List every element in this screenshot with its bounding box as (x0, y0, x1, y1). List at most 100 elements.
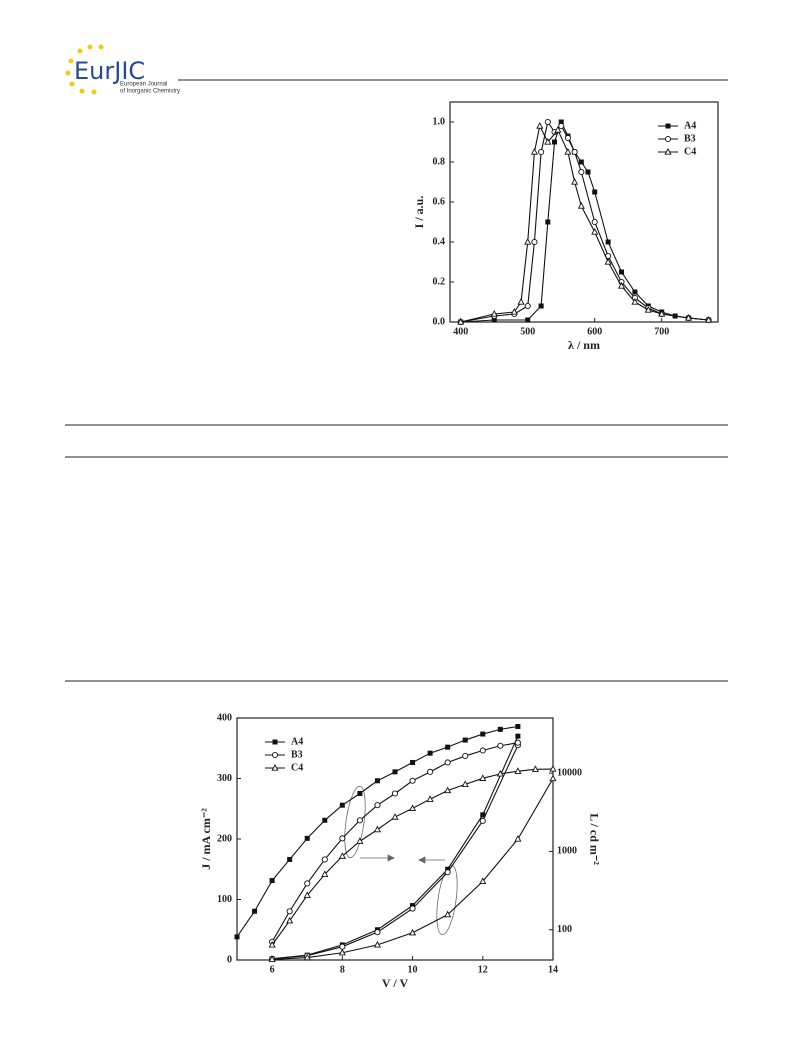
marker (510, 308, 518, 315)
x-tick-label: 600 (587, 326, 602, 337)
marker (410, 759, 416, 765)
marker (577, 202, 585, 209)
marker (426, 795, 434, 802)
marker (632, 289, 638, 295)
y-tick-label: 1.0 (433, 116, 446, 127)
marker (480, 731, 486, 737)
marker (444, 759, 451, 766)
y-tick-label: 100 (217, 894, 232, 905)
marker (514, 767, 522, 774)
logo-subtitle: European Journal (120, 82, 167, 88)
marker (524, 238, 532, 245)
legend-marker (271, 764, 279, 771)
marker (605, 239, 611, 245)
y-tick-label: 0.2 (433, 276, 446, 287)
series-line (272, 744, 519, 960)
series-line (272, 735, 519, 960)
legend-marker (271, 751, 279, 759)
marker (339, 802, 345, 808)
marker (322, 817, 328, 823)
marker (530, 148, 538, 155)
marker (619, 269, 625, 275)
marker (409, 928, 417, 936)
x-tick-label: 10 (408, 964, 418, 975)
marker (524, 302, 531, 310)
marker (549, 774, 557, 782)
y-tick-label: 0.4 (433, 236, 446, 247)
annotations (344, 785, 458, 936)
marker (338, 852, 346, 859)
legend-marker (272, 739, 278, 745)
marker (392, 769, 398, 775)
marker (268, 940, 276, 948)
marker (514, 835, 522, 842)
y-tick-label: 0 (227, 954, 232, 965)
chart: 400 500 600 700 0.0 0.2 0.4 0.6 0.8 1.0 λ / nm I / … (412, 101, 719, 352)
marker (286, 908, 293, 915)
marker (558, 122, 565, 130)
series-line (460, 124, 709, 323)
marker (554, 126, 562, 133)
marker (538, 148, 545, 156)
marker (538, 303, 544, 309)
logo: EurJIC European Journal of Inorganic Che… (65, 44, 180, 95)
marker (339, 943, 346, 950)
legend-label: B3 (291, 749, 303, 760)
marker (536, 122, 544, 129)
marker (252, 908, 258, 914)
marker (286, 916, 294, 924)
marker (644, 306, 652, 313)
marker (391, 790, 399, 797)
y2-axis-label: L / cd m⁻² (587, 813, 601, 865)
y2-tick-label: 100 (557, 924, 572, 935)
legend-label: A4 (684, 120, 696, 131)
marker (303, 953, 311, 961)
marker (303, 891, 311, 898)
marker (374, 929, 381, 936)
marker (304, 880, 311, 887)
marker (269, 878, 275, 884)
marker (409, 905, 416, 912)
marker (479, 774, 487, 781)
arrow-head (418, 856, 426, 864)
y2-tick-label: 1000 (557, 846, 577, 857)
marker (496, 769, 504, 777)
marker (515, 733, 521, 739)
marker (552, 139, 558, 145)
y-tick-label: 200 (217, 833, 232, 844)
marker (531, 765, 539, 772)
marker (491, 317, 497, 323)
marker (578, 159, 584, 165)
y-tick-label: 400 (217, 712, 232, 723)
y-tick-label: 0.0 (433, 316, 446, 327)
marker (525, 317, 531, 323)
x-tick-label: 14 (548, 964, 558, 975)
plot-frame (449, 101, 719, 323)
legend-label: C4 (291, 762, 303, 773)
legend-marker (664, 135, 672, 143)
marker (558, 119, 564, 125)
marker (564, 148, 572, 155)
marker (391, 813, 399, 820)
marker (514, 739, 521, 746)
y-axis-label: I / a.u. (412, 196, 426, 229)
marker (374, 802, 381, 809)
marker (373, 825, 381, 833)
marker (427, 768, 434, 775)
marker (631, 298, 639, 305)
marker (321, 856, 328, 863)
x-axis-label: λ / nm (568, 338, 600, 352)
marker (234, 934, 240, 940)
series-line (271, 768, 554, 946)
marker (517, 298, 525, 305)
legend-label: C4 (684, 146, 696, 157)
marker (531, 238, 538, 246)
legend-marker (665, 123, 671, 129)
marker (479, 877, 487, 884)
marker (304, 835, 310, 841)
marker (427, 750, 433, 756)
marker (571, 178, 579, 185)
marker (591, 218, 598, 226)
logo-subtitle: of Inorganic Chemistry (120, 89, 180, 95)
